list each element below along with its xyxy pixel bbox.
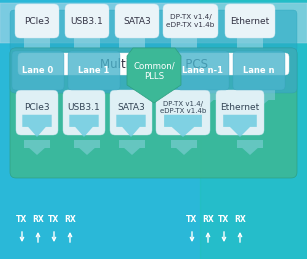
FancyBboxPatch shape: [63, 90, 105, 135]
Polygon shape: [188, 90, 220, 108]
Polygon shape: [171, 140, 197, 155]
Polygon shape: [127, 48, 181, 103]
Polygon shape: [116, 115, 146, 137]
Text: TX: TX: [49, 215, 60, 225]
Text: Multi-protocol PCS: Multi-protocol PCS: [100, 57, 208, 70]
Text: Lane n-1: Lane n-1: [182, 66, 223, 75]
FancyBboxPatch shape: [12, 51, 64, 90]
FancyBboxPatch shape: [177, 51, 229, 90]
FancyBboxPatch shape: [10, 10, 297, 52]
Text: RX: RX: [202, 215, 214, 225]
Polygon shape: [237, 140, 263, 155]
Text: RX: RX: [64, 215, 76, 225]
Polygon shape: [74, 140, 100, 155]
Text: Ethernet: Ethernet: [220, 103, 260, 112]
Polygon shape: [119, 140, 145, 155]
Polygon shape: [237, 38, 263, 65]
Text: TX: TX: [186, 215, 198, 225]
Polygon shape: [22, 90, 54, 108]
FancyBboxPatch shape: [65, 4, 109, 38]
Polygon shape: [69, 115, 99, 137]
FancyBboxPatch shape: [15, 4, 59, 38]
FancyBboxPatch shape: [163, 4, 218, 38]
Polygon shape: [164, 115, 202, 137]
FancyBboxPatch shape: [156, 90, 210, 135]
Polygon shape: [243, 90, 275, 108]
FancyBboxPatch shape: [10, 48, 297, 178]
Text: PCIe3: PCIe3: [24, 17, 50, 25]
Text: DP-TX v1.4/
eDP-TX v1.4b: DP-TX v1.4/ eDP-TX v1.4b: [160, 100, 206, 114]
FancyBboxPatch shape: [110, 90, 152, 135]
FancyBboxPatch shape: [0, 3, 307, 43]
Text: USB3.1: USB3.1: [71, 17, 103, 25]
Text: TX: TX: [16, 215, 28, 225]
Text: Lane 1: Lane 1: [78, 66, 110, 75]
FancyBboxPatch shape: [16, 90, 58, 135]
Text: DP-TX v1.4/
eDP-TX v1.4b: DP-TX v1.4/ eDP-TX v1.4b: [166, 14, 215, 28]
Text: USB3.1: USB3.1: [68, 103, 100, 112]
Polygon shape: [69, 90, 101, 108]
FancyBboxPatch shape: [216, 90, 264, 135]
Text: RX: RX: [32, 215, 44, 225]
Text: PCIe3: PCIe3: [24, 103, 50, 112]
FancyBboxPatch shape: [18, 53, 289, 75]
Text: Lane 0: Lane 0: [22, 66, 54, 75]
Polygon shape: [119, 38, 145, 65]
Text: SATA3: SATA3: [117, 103, 145, 112]
Polygon shape: [24, 140, 50, 155]
Polygon shape: [171, 38, 197, 65]
FancyBboxPatch shape: [225, 4, 275, 38]
Polygon shape: [74, 38, 100, 65]
Polygon shape: [24, 38, 50, 65]
FancyBboxPatch shape: [233, 51, 285, 90]
Polygon shape: [223, 115, 257, 137]
FancyBboxPatch shape: [68, 51, 120, 90]
Text: Lane n: Lane n: [243, 66, 275, 75]
Text: Ethernet: Ethernet: [230, 17, 270, 25]
Text: TX: TX: [218, 215, 230, 225]
FancyBboxPatch shape: [115, 4, 159, 38]
Text: SATA3: SATA3: [123, 17, 151, 25]
Polygon shape: [22, 115, 52, 137]
FancyBboxPatch shape: [10, 48, 297, 93]
Text: RX: RX: [234, 215, 246, 225]
Text: Common/
PLLS: Common/ PLLS: [133, 61, 175, 81]
